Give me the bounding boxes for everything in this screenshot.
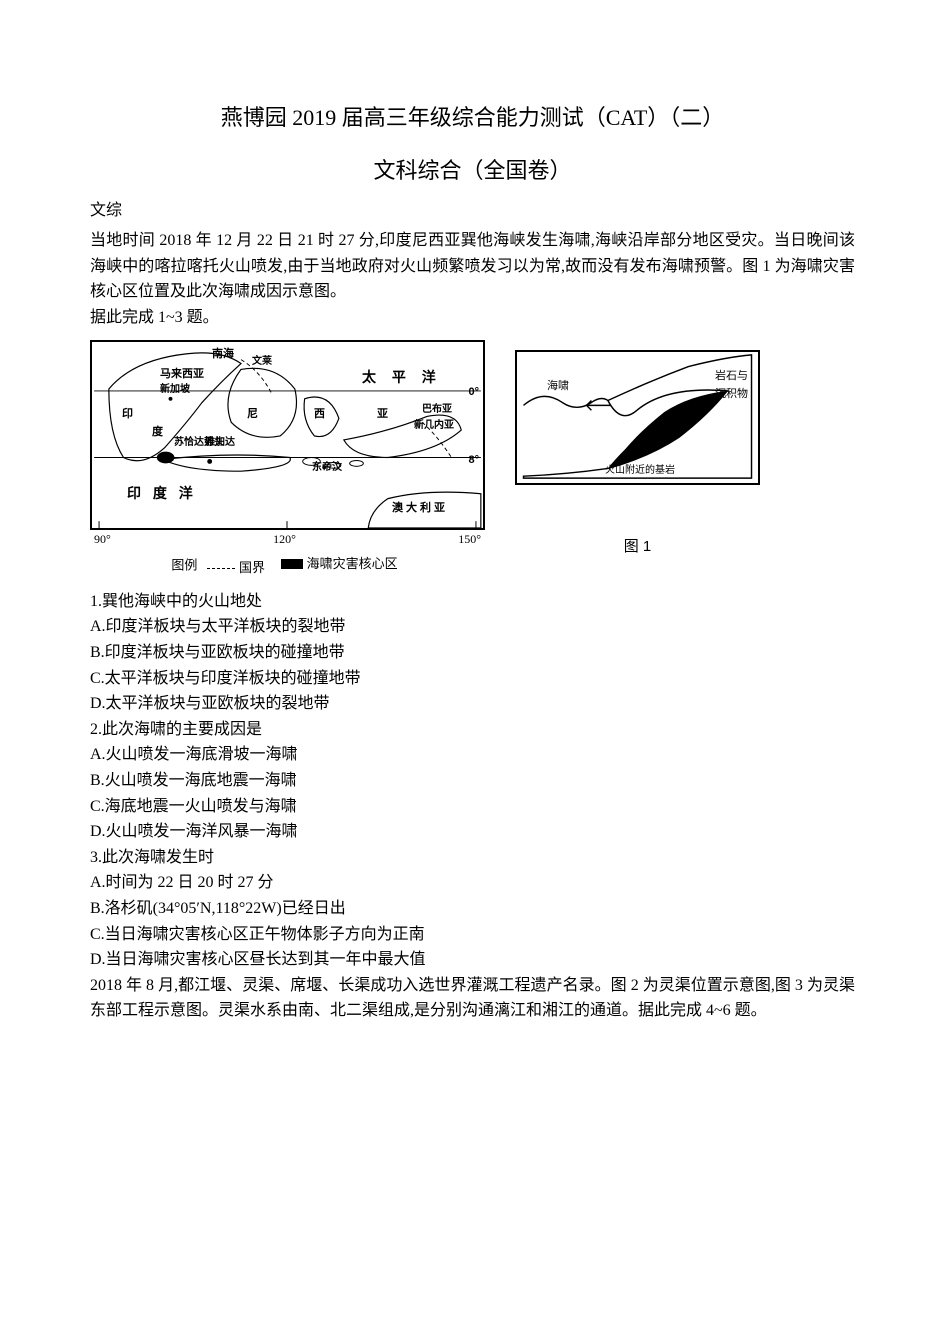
intro-paragraph-2: 2018 年 8 月,都江堰、灵渠、席堰、长渠成功入选世界灌溉工程遗产名录。图 … xyxy=(90,973,855,1024)
map-label-lon150: 150° xyxy=(458,530,481,549)
map-label-taipingyang: 太 平 洋 xyxy=(362,366,442,388)
q1-opt-d: D.太平洋板块与亚欧板块的裂地带 xyxy=(90,691,855,717)
q1-opt-c: C.太平洋板块与印度洋板块的碰撞地带 xyxy=(90,666,855,692)
q1-opt-b: B.印度洋板块与亚欧板块的碰撞地带 xyxy=(90,640,855,666)
map-longitude-row: 90° 120° 150° xyxy=(90,530,485,549)
map-label-wenlai: 文莱 xyxy=(252,354,272,370)
diagram-container: 海啸 岩石与 沉积物 火山附近的基岩 图 1 xyxy=(515,350,760,559)
map-label-lon90: 90° xyxy=(94,530,111,549)
map-label-xinjiapo: 新加坡 xyxy=(160,382,190,398)
legend-label: 图例 xyxy=(171,557,197,572)
page-title-primary: 燕博园 2019 届高三年级综合能力测试（CAT）（二） xyxy=(90,100,855,135)
diagram-label-haixiao: 海啸 xyxy=(547,378,569,396)
map-label-ni: 尼 xyxy=(247,406,258,424)
section-label: 文综 xyxy=(90,198,855,224)
map-label-xinjineiya: 新几内亚 xyxy=(414,418,454,434)
q3-opt-b: B.洛杉矶(34°05′N,118°22W)已经日出 xyxy=(90,896,855,922)
q1-opt-a: A.印度洋板块与太平洋板块的裂地带 xyxy=(90,614,855,640)
q1-stem: 1.巽他海峡中的火山地处 xyxy=(90,589,855,615)
q2-opt-b: B.火山喷发一海底地震一海啸 xyxy=(90,768,855,794)
figure-caption-1: 图 1 xyxy=(515,535,760,559)
page-title-secondary: 文科综合（全国卷） xyxy=(90,153,855,188)
question-block: 1.巽他海峡中的火山地处 A.印度洋板块与太平洋板块的裂地带 B.印度洋板块与亚… xyxy=(90,589,855,973)
q2-opt-a: A.火山喷发一海底滑坡一海啸 xyxy=(90,742,855,768)
map-label-ya: 亚 xyxy=(377,406,388,424)
map-box: 南海 文莱 马来西亚 新加坡 印 度 尼 西 亚 苏恰达势头 雅加达 印 度 洋… xyxy=(90,340,485,530)
map-label-yajiada: 雅加达 xyxy=(205,435,235,451)
legend-core: 海啸灾害核心区 xyxy=(281,554,398,575)
question-prompt-1: 据此完成 1~3 题。 xyxy=(90,305,855,331)
q3-opt-a: A.时间为 22 日 20 时 27 分 xyxy=(90,870,855,896)
diagram-box: 海啸 岩石与 沉积物 火山附近的基岩 xyxy=(515,350,760,485)
map-label-yin: 印 xyxy=(122,406,133,424)
q2-opt-c: C.海底地震一火山喷发与海啸 xyxy=(90,794,855,820)
map-label-yinduyang: 印 度 洋 xyxy=(127,482,197,504)
intro-paragraph-1: 当地时间 2018 年 12 月 22 日 21 时 27 分,印度尼西亚巽他海… xyxy=(90,228,855,305)
legend-border-icon xyxy=(207,568,235,569)
map-label-nanhai: 南海 xyxy=(212,346,234,364)
legend-border: 国界 xyxy=(207,558,265,579)
legend-core-text: 海啸灾害核心区 xyxy=(307,554,398,575)
map-label-dongdiwen: 东帝汶 xyxy=(312,460,342,476)
q3-opt-c: C.当日海啸灾害核心区正午物体影子方向为正南 xyxy=(90,922,855,948)
q3-opt-d: D.当日海啸灾害核心区昼长达到其一年中最大值 xyxy=(90,947,855,973)
map-label-malai: 马来西亚 xyxy=(160,366,204,384)
q2-opt-d: D.火山喷发一海洋风暴一海啸 xyxy=(90,819,855,845)
map-label-aodaliya: 澳大利亚 xyxy=(392,500,448,518)
q3-stem: 3.此次海啸发生时 xyxy=(90,845,855,871)
q2-stem: 2.此次海啸的主要成因是 xyxy=(90,717,855,743)
map-container: 南海 文莱 马来西亚 新加坡 印 度 尼 西 亚 苏恰达势头 雅加达 印 度 洋… xyxy=(90,340,485,578)
diagram-label-jiyan: 火山附近的基岩 xyxy=(605,463,675,479)
map-label-lat8: 8° xyxy=(468,452,479,470)
diagram-label-yanshi: 岩石与 沉积物 xyxy=(715,368,748,403)
map-label-babuya: 巴布亚 xyxy=(422,402,452,418)
legend-border-text: 国界 xyxy=(239,558,265,579)
map-label-lon120: 120° xyxy=(273,530,296,549)
map-legend: 图例 国界 海啸灾害核心区 xyxy=(90,554,485,579)
map-label-du: 度 xyxy=(152,424,163,442)
map-label-xi: 西 xyxy=(314,406,325,424)
legend-core-icon xyxy=(281,559,303,569)
figure-row-1: 南海 文莱 马来西亚 新加坡 印 度 尼 西 亚 苏恰达势头 雅加达 印 度 洋… xyxy=(90,340,855,578)
map-label-lat0: 0° xyxy=(468,384,479,402)
